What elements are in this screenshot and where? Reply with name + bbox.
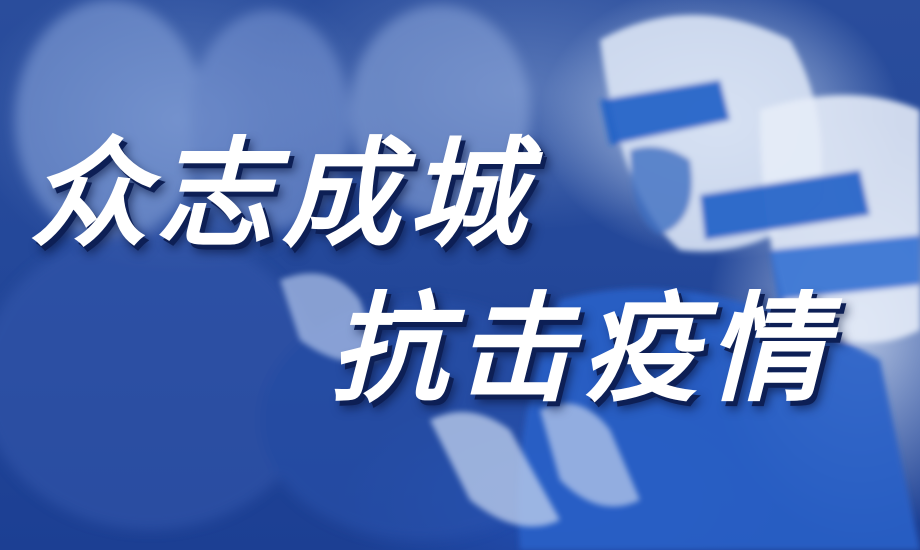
- protective-suit-figure: [518, 15, 920, 550]
- headline-line-1: 众志成城: [30, 125, 535, 263]
- gloved-hands: [280, 273, 640, 527]
- headline-line-2: 抗击疫情: [330, 280, 835, 418]
- blurred-figures: [0, 0, 580, 540]
